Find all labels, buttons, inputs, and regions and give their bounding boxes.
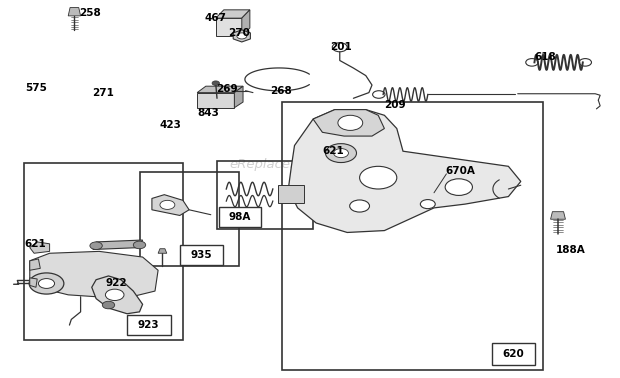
Polygon shape [93,240,143,249]
Text: 935: 935 [191,250,212,260]
Polygon shape [313,110,384,136]
Circle shape [445,179,472,195]
Circle shape [38,279,55,288]
Circle shape [105,289,124,301]
Text: 271: 271 [92,88,113,98]
Polygon shape [551,212,565,219]
Bar [197,93,234,108]
Bar [217,161,313,229]
Bar [127,315,170,335]
Polygon shape [30,242,50,253]
Circle shape [237,33,247,39]
Text: 922: 922 [105,278,127,288]
Circle shape [160,200,175,209]
Text: 209: 209 [384,100,406,110]
Bar [216,18,242,36]
Text: 423: 423 [160,120,182,130]
Circle shape [90,242,102,249]
Text: 575: 575 [25,83,46,93]
Polygon shape [216,10,250,18]
Text: 270: 270 [228,28,250,38]
Circle shape [212,81,219,85]
Text: 201: 201 [330,42,352,52]
Text: 923: 923 [138,320,159,330]
Circle shape [102,301,115,309]
Text: 621: 621 [25,239,46,249]
Polygon shape [92,276,143,314]
Polygon shape [197,86,243,93]
Text: 620: 620 [502,349,525,359]
Text: 98A: 98A [229,212,251,222]
Circle shape [338,115,363,130]
Text: eReplacementParts.com: eReplacementParts.com [229,158,391,171]
Circle shape [29,273,64,294]
Polygon shape [30,278,37,287]
Bar [278,185,304,203]
Text: 268: 268 [270,87,291,96]
Bar [492,343,535,365]
Text: 843: 843 [197,108,219,118]
Bar [282,102,542,370]
Circle shape [420,200,435,209]
Circle shape [334,149,348,158]
Polygon shape [68,8,81,16]
Polygon shape [152,195,189,215]
Circle shape [133,241,146,249]
Polygon shape [158,249,167,253]
Polygon shape [30,259,40,270]
Text: 269: 269 [216,84,237,94]
Text: 258: 258 [79,8,100,18]
Text: 670A: 670A [445,166,475,176]
Bar [24,163,183,340]
Polygon shape [242,10,250,36]
Text: 188A: 188A [556,245,586,255]
Text: 618: 618 [534,53,556,62]
Polygon shape [288,110,521,232]
Circle shape [360,166,397,189]
Polygon shape [30,251,158,299]
Circle shape [326,144,356,163]
Text: 467: 467 [205,13,226,23]
Circle shape [350,200,370,212]
Bar [219,207,261,227]
Bar [180,245,223,265]
Polygon shape [234,86,243,108]
Text: 621: 621 [322,146,344,156]
Bar [140,172,239,266]
Polygon shape [233,30,250,42]
